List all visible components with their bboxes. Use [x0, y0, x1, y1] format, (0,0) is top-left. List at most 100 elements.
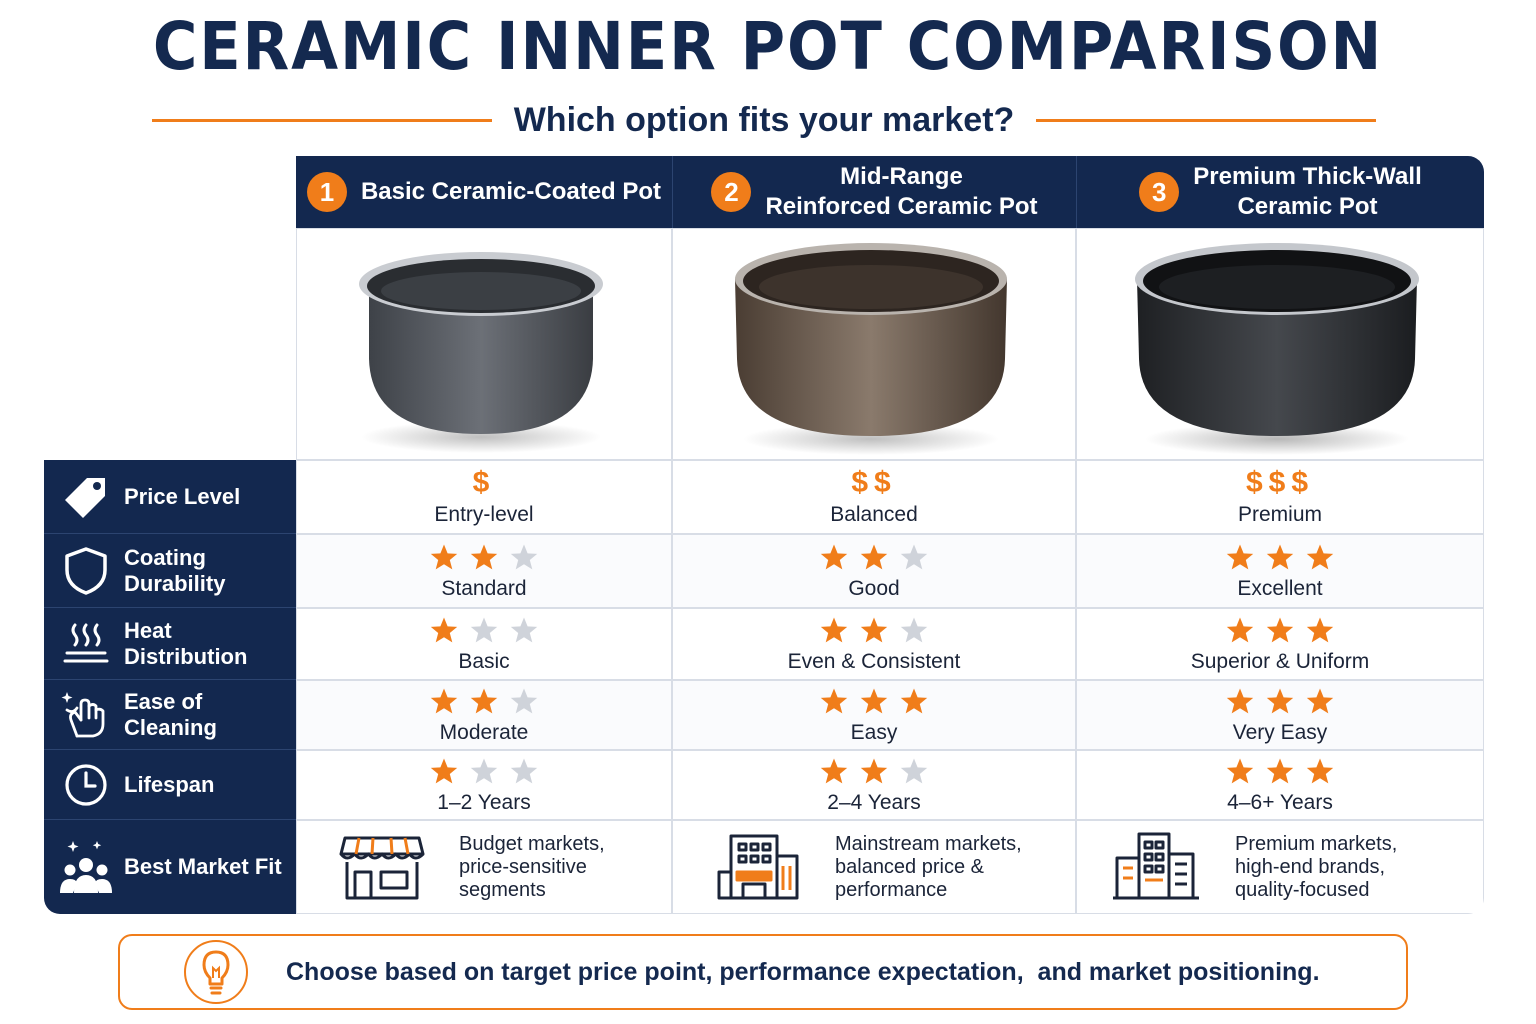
rating-text: 2–4 Years [827, 791, 921, 814]
star-empty-icon [470, 617, 498, 643]
star-rating [819, 613, 929, 647]
rating-text: Excellent [1237, 577, 1323, 600]
star-rating [1225, 613, 1335, 647]
row-label-text: Best Market Fit [124, 854, 282, 879]
star-empty-icon [900, 544, 928, 570]
rating-text: Easy [850, 721, 898, 744]
row-label-text: Heat Distribution [124, 617, 248, 669]
star-rating [429, 540, 539, 574]
market-cell-mid-range: Mainstream markets, balanced price & per… [672, 820, 1076, 914]
lifespan-cell-basic: 1–2 Years [296, 750, 672, 820]
recommendation-text: Choose based on target price point, perf… [286, 957, 1320, 986]
rating-text: 1–2 Years [437, 791, 531, 814]
heat-cell-premium: Superior & Uniform [1076, 608, 1484, 680]
price-tag-icon [58, 469, 114, 525]
market-cell-basic: Budget markets, price-sensitive segments [296, 820, 672, 914]
column-name-line1: Premium Thick-Wall [1193, 163, 1422, 190]
page-title: CERAMIC INNER POT COMPARISON [152, 8, 1384, 85]
column-header-premium: 3 Premium Thick-Wall Ceramic Pot [1076, 156, 1484, 228]
star-filled-icon [470, 688, 498, 714]
subtitle-bar: Which option fits your market? [152, 98, 1377, 142]
star-filled-icon [1226, 544, 1254, 570]
star-empty-icon [510, 544, 538, 570]
rating-text: Superior & Uniform [1190, 650, 1370, 673]
durability-cell-mid-range: Good [672, 534, 1076, 608]
market-cell-premium: Premium markets, high-end brands, qualit… [1076, 820, 1484, 914]
star-filled-icon [1306, 617, 1334, 643]
star-filled-icon [430, 758, 458, 784]
market-fit-line: high-end brands, [1235, 855, 1386, 878]
table-corner [44, 156, 296, 460]
column-header-mid-range: 2 Mid-Range Reinforced Ceramic Pot [672, 156, 1076, 228]
star-filled-icon [1306, 688, 1334, 714]
star-filled-icon [1266, 758, 1294, 784]
shield-icon [58, 543, 114, 599]
column-number-badge: 2 [711, 172, 752, 212]
star-filled-icon [820, 758, 848, 784]
star-empty-icon [510, 617, 538, 643]
rating-text: Basic [458, 650, 510, 673]
lifespan-cell-mid-range: 2–4 Years [672, 750, 1076, 820]
star-filled-icon [860, 758, 888, 784]
product-image-mid-range [672, 228, 1076, 460]
lightbulb-icon [184, 940, 248, 1004]
star-filled-icon [470, 544, 498, 570]
star-empty-icon [510, 688, 538, 714]
row-label-heat-distribution: Heat Distribution [44, 608, 296, 680]
star-rating [1225, 684, 1335, 718]
market-fit-text: Mainstream markets, balanced price & per… [835, 833, 1022, 902]
column-header-basic: 1 Basic Ceramic-Coated Pot [296, 156, 672, 228]
star-filled-icon [430, 544, 458, 570]
people-group-icon [58, 839, 114, 895]
market-fit-line: Budget markets, [459, 832, 605, 855]
price-symbol: $$$ [1245, 466, 1315, 499]
row-label-text: Ease of Cleaning [124, 688, 217, 740]
star-empty-icon [900, 617, 928, 643]
cleaning-cell-basic: Moderate [296, 680, 672, 750]
heat-cell-basic: Basic [296, 608, 672, 680]
market-fit-text: Premium markets, high-end brands, qualit… [1235, 833, 1397, 902]
row-label-lifespan: Lifespan [44, 750, 296, 820]
market-fit-line: quality-focused [1235, 878, 1370, 901]
star-rating [819, 540, 929, 574]
star-filled-icon [1306, 544, 1334, 570]
bronze-pot-icon [735, 243, 1007, 455]
subtitle-rule-left [152, 118, 492, 122]
cleaning-cell-premium: Very Easy [1076, 680, 1484, 750]
lifespan-cell-premium: 4–6+ Years [1076, 750, 1484, 820]
rating-text: Even & Consistent [787, 650, 961, 673]
gray-pot-icon [359, 252, 603, 453]
price-cell-basic: $ Entry-level [296, 460, 672, 534]
market-fit-line: balanced price & [835, 855, 984, 878]
star-filled-icon [820, 617, 848, 643]
storefront-icon [339, 836, 425, 900]
star-rating [429, 754, 539, 788]
star-rating [1225, 540, 1335, 574]
column-name: Basic Ceramic-Coated Pot [360, 178, 662, 205]
star-filled-icon [860, 544, 888, 570]
star-filled-icon [1266, 688, 1294, 714]
star-rating [819, 754, 929, 788]
durability-cell-basic: Standard [296, 534, 672, 608]
product-image-basic [296, 228, 672, 460]
row-label-price-level: Price Level [44, 460, 296, 534]
star-rating [429, 684, 539, 718]
subtitle: Which option fits your market? [513, 100, 1015, 139]
clock-icon [58, 757, 114, 813]
row-label-ease-of-cleaning: Ease of Cleaning [44, 680, 296, 750]
star-filled-icon [430, 688, 458, 714]
star-filled-icon [820, 688, 848, 714]
column-name-line1: Mid-Range [840, 163, 963, 190]
durability-cell-premium: Excellent [1076, 534, 1484, 608]
star-filled-icon [1226, 758, 1254, 784]
rating-text: 4–6+ Years [1227, 791, 1333, 814]
star-filled-icon [820, 544, 848, 570]
rating-text: Standard [441, 577, 527, 600]
recommendation-banner: Choose based on target price point, perf… [118, 934, 1408, 1010]
row-label-coating-durability: Coating Durability [44, 534, 296, 608]
row-label-text: Coating Durability [124, 544, 226, 596]
heat-cell-mid-range: Even & Consistent [672, 608, 1076, 680]
market-fit-line: segments [459, 878, 546, 901]
star-filled-icon [1266, 617, 1294, 643]
product-image-premium [1076, 228, 1484, 460]
